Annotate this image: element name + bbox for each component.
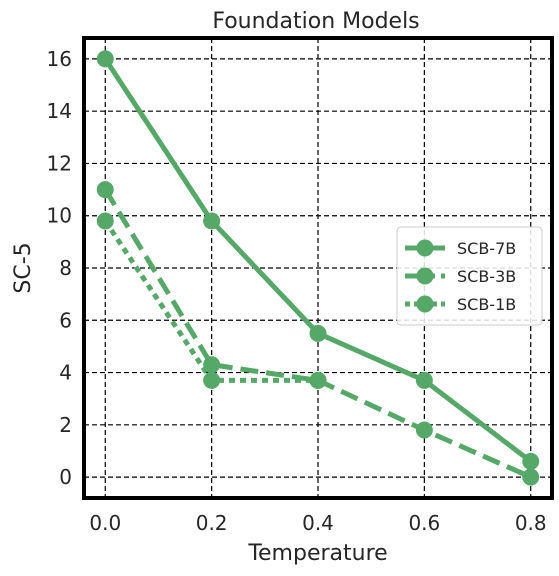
y-tick-label: 8 (59, 256, 72, 280)
series-layer (96, 50, 540, 486)
y-tick-label: 14 (47, 99, 72, 123)
data-point (96, 212, 114, 230)
data-point (415, 421, 433, 439)
chart-title: Foundation Models (212, 9, 419, 34)
y-tick-label: 6 (59, 308, 72, 332)
series-scb-7b (96, 50, 540, 470)
legend: SCB-7B SCB-3B SCB-1B (396, 226, 543, 326)
series-scb-1b (96, 212, 327, 389)
y-tick-label: 12 (47, 151, 72, 175)
legend-label: SCB-1B (457, 295, 516, 314)
legend-label: SCB-7B (457, 239, 516, 258)
legend-marker (416, 239, 434, 257)
x-tick-label: 0.6 (408, 511, 440, 535)
y-tick-label: 16 (47, 47, 72, 71)
x-tick-label: 0.2 (196, 511, 228, 535)
legend-box (396, 226, 543, 326)
data-point (522, 452, 540, 470)
y-tick-label: 2 (59, 413, 72, 437)
data-point (96, 50, 114, 68)
x-tick-labels: 0.0 0.2 0.4 0.6 0.8 (89, 511, 546, 535)
data-point (309, 324, 327, 342)
data-point (203, 212, 221, 230)
data-point (522, 468, 540, 486)
data-point (96, 181, 114, 199)
legend-marker (416, 267, 434, 285)
y-tick-labels: 0 2 4 6 8 10 12 14 16 (47, 47, 72, 489)
plot-frame (82, 36, 554, 500)
data-point (309, 371, 327, 389)
x-tick-label: 0.8 (515, 511, 547, 535)
y-tick-label: 0 (59, 465, 72, 489)
data-point (415, 371, 433, 389)
x-tick-label: 0.4 (302, 511, 334, 535)
y-tick-label: 4 (59, 361, 72, 385)
y-axis-label: SC-5 (11, 242, 36, 293)
legend-marker (416, 295, 434, 313)
y-tick-label: 10 (47, 204, 72, 228)
data-point (203, 356, 221, 374)
x-tick-label: 0.0 (89, 511, 121, 535)
legend-label: SCB-3B (457, 267, 516, 286)
x-axis-label: Temperature (247, 541, 387, 566)
data-point (203, 371, 221, 389)
